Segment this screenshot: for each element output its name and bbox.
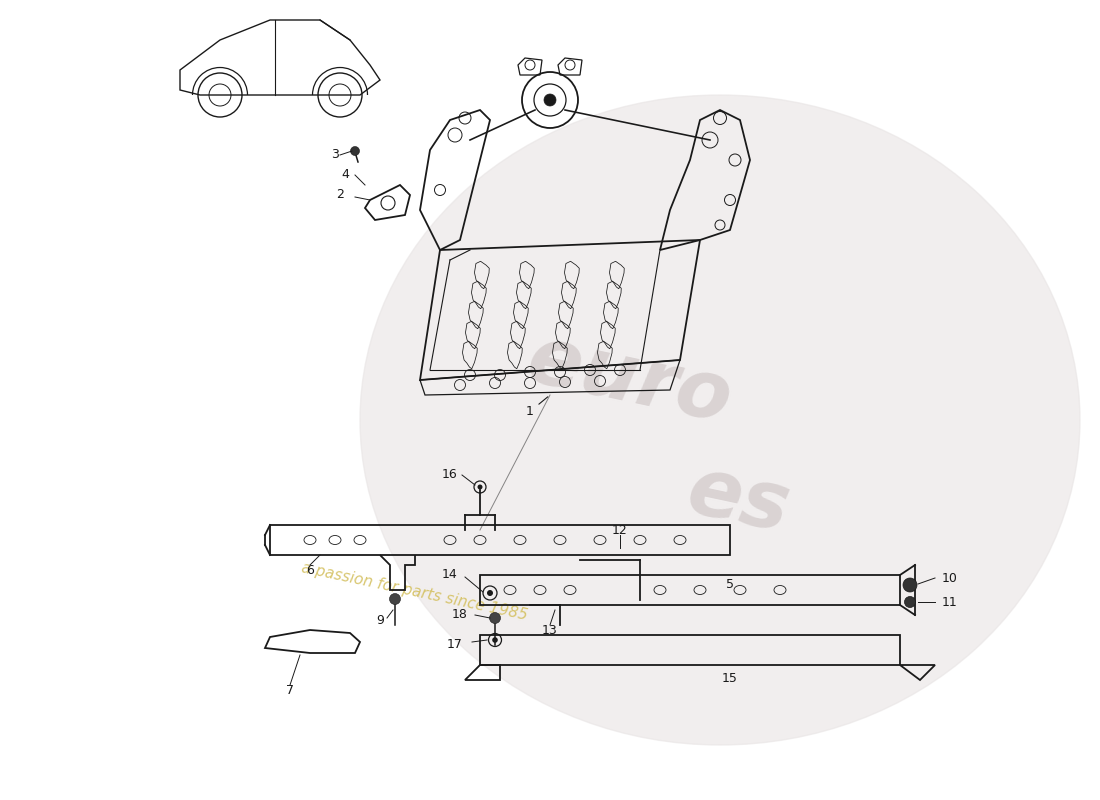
Text: 6: 6 (306, 563, 313, 577)
Circle shape (903, 578, 917, 592)
Circle shape (492, 637, 498, 643)
Text: 10: 10 (942, 571, 958, 585)
Text: euro: euro (520, 320, 738, 440)
Circle shape (389, 594, 400, 605)
Circle shape (544, 94, 556, 106)
Text: a passion for parts since 1985: a passion for parts since 1985 (300, 560, 529, 623)
Text: 16: 16 (442, 469, 458, 482)
Text: 2: 2 (337, 189, 344, 202)
Circle shape (477, 485, 483, 490)
Text: 1: 1 (526, 397, 548, 418)
Text: 14: 14 (442, 569, 458, 582)
Text: 7: 7 (286, 683, 294, 697)
Text: 9: 9 (376, 614, 384, 626)
Text: 3: 3 (331, 149, 339, 162)
Ellipse shape (360, 95, 1080, 745)
Text: es: es (680, 451, 796, 549)
Text: 11: 11 (942, 595, 958, 609)
Text: 13: 13 (542, 623, 558, 637)
Text: 15: 15 (722, 671, 738, 685)
Circle shape (904, 597, 915, 607)
Circle shape (351, 146, 360, 155)
Text: 12: 12 (612, 523, 628, 537)
Text: 5: 5 (726, 578, 734, 591)
Text: 4: 4 (341, 169, 349, 182)
Circle shape (490, 613, 500, 623)
Circle shape (487, 590, 493, 596)
Text: 18: 18 (452, 609, 468, 622)
Text: 17: 17 (447, 638, 463, 651)
